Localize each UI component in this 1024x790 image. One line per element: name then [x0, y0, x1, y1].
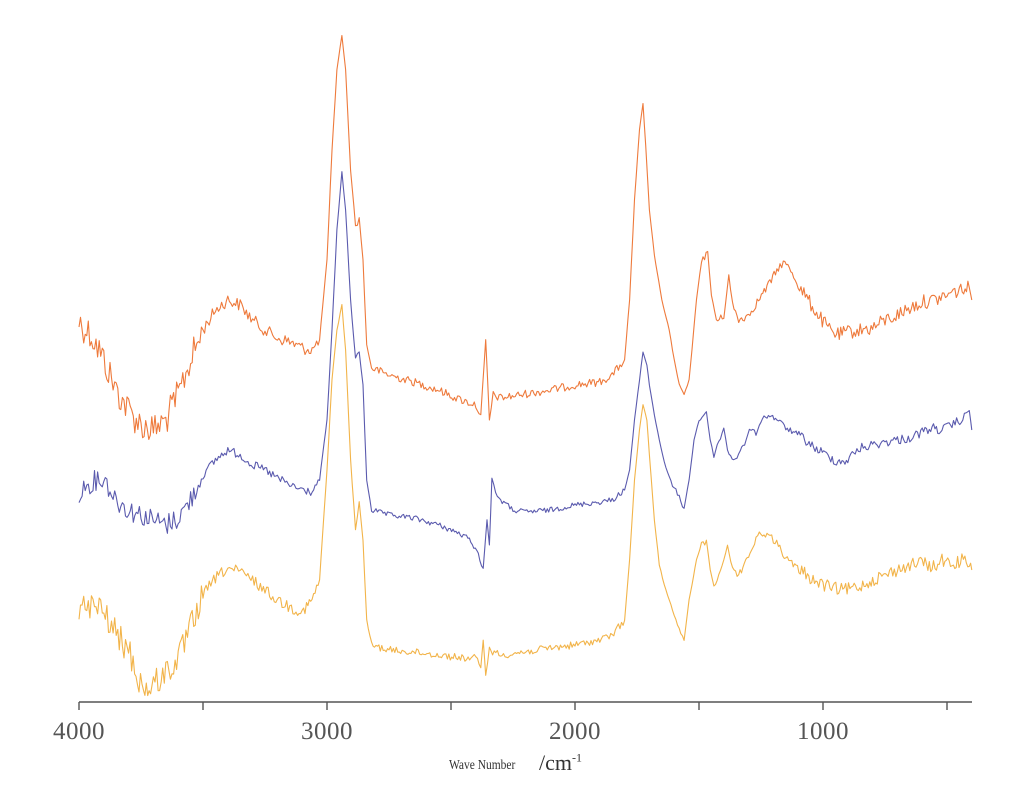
x-axis-unit: /cm-1 [539, 750, 582, 775]
x-tick-label-4000: 4000 [53, 718, 105, 745]
spectrum-bottom-line [78, 304, 973, 697]
spectrum-middle-line [78, 171, 973, 569]
x-tick-label-3000: 3000 [301, 718, 353, 745]
x-axis-title: Wave Number /cm-1 [449, 750, 582, 775]
spectrum-top-line [78, 34, 973, 440]
x-tick-label-2000: 2000 [549, 718, 601, 745]
spectra-series [78, 34, 973, 697]
x-axis-label: Wave Number [449, 758, 516, 773]
x-tick-label-1000: 1000 [797, 718, 849, 745]
x-axis [78, 701, 972, 710]
